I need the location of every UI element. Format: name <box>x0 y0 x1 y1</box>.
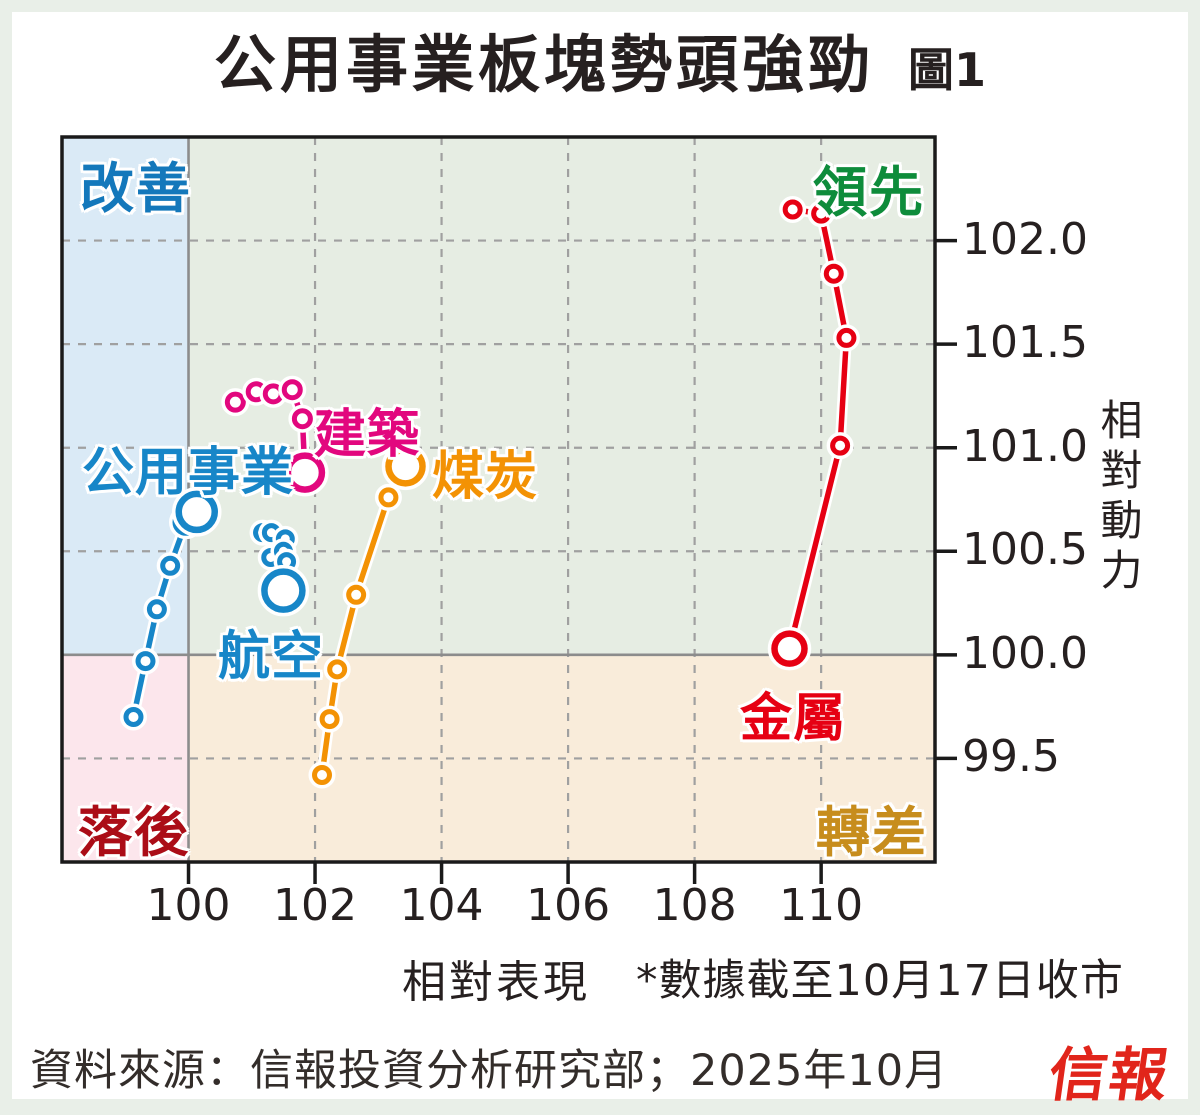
x-tick-label: 100 <box>146 880 231 931</box>
y-tick-label: 100.0 <box>962 627 1088 679</box>
series-marker <box>175 490 218 534</box>
series-label-coal: 煤炭 <box>432 447 539 507</box>
x-tick-label: 110 <box>779 880 864 931</box>
series-marker <box>146 599 167 620</box>
series-marker <box>312 765 333 785</box>
series-marker <box>327 659 348 680</box>
series-marker <box>123 707 144 727</box>
series-marker <box>385 446 426 487</box>
x-tick-label: 104 <box>399 880 484 931</box>
source-note: 資料來源：信報投資分析研究部；2025年10月 <box>30 1046 949 1096</box>
quadrant-label-weakening: 轉差 <box>816 801 928 864</box>
data-cutoff-footnote: *數據截至10月17日收市 <box>636 956 1124 1006</box>
series-marker <box>811 203 832 224</box>
series-label-construction: 建築 <box>314 405 421 465</box>
series-marker <box>782 199 803 220</box>
series-marker <box>261 568 306 613</box>
y-tick-label: 101.0 <box>962 420 1088 472</box>
series-marker <box>378 487 399 508</box>
series-marker <box>160 555 181 576</box>
series-marker <box>830 435 851 456</box>
series-marker <box>284 452 326 493</box>
plot-border <box>60 135 937 864</box>
quadrant-label-leading: 領先 <box>813 161 925 224</box>
header: 公用事業板塊勢頭強勁 圖1 <box>0 14 1200 114</box>
series-marker <box>291 408 313 430</box>
y-tick-label: 100.5 <box>962 524 1088 576</box>
series-marker <box>771 630 808 667</box>
figure-label: 圖1 <box>908 43 987 97</box>
series-label-metals: 金屬 <box>740 689 847 749</box>
series-marker <box>836 327 857 348</box>
y-tick-label: 102.0 <box>962 213 1088 265</box>
y-tick-label: 101.5 <box>962 317 1088 369</box>
series-marker <box>346 584 367 605</box>
x-tick-label: 108 <box>652 880 737 931</box>
page-title: 公用事業板塊勢頭強勁 <box>213 28 874 101</box>
x-tick-label: 102 <box>273 880 358 931</box>
quadrant-label-improving: 改善 <box>80 157 192 220</box>
series-marker <box>281 379 303 401</box>
series-marker <box>823 263 844 284</box>
series-label-utilities: 公用事業 <box>82 443 295 503</box>
series-marker <box>135 651 156 672</box>
quadrant-label-lagging: 落後 <box>78 801 190 864</box>
x-axis-title: 相對表現 <box>402 957 590 1008</box>
y-axis-title: 相對動力 <box>1094 398 1143 598</box>
brand-logo: 信報 <box>1044 1041 1175 1109</box>
series-label-aviation: 航空 <box>218 627 325 687</box>
series-marker <box>224 391 246 413</box>
x-tick-label: 106 <box>526 880 611 931</box>
series-marker <box>319 709 340 730</box>
y-tick-label: 99.5 <box>962 731 1060 783</box>
